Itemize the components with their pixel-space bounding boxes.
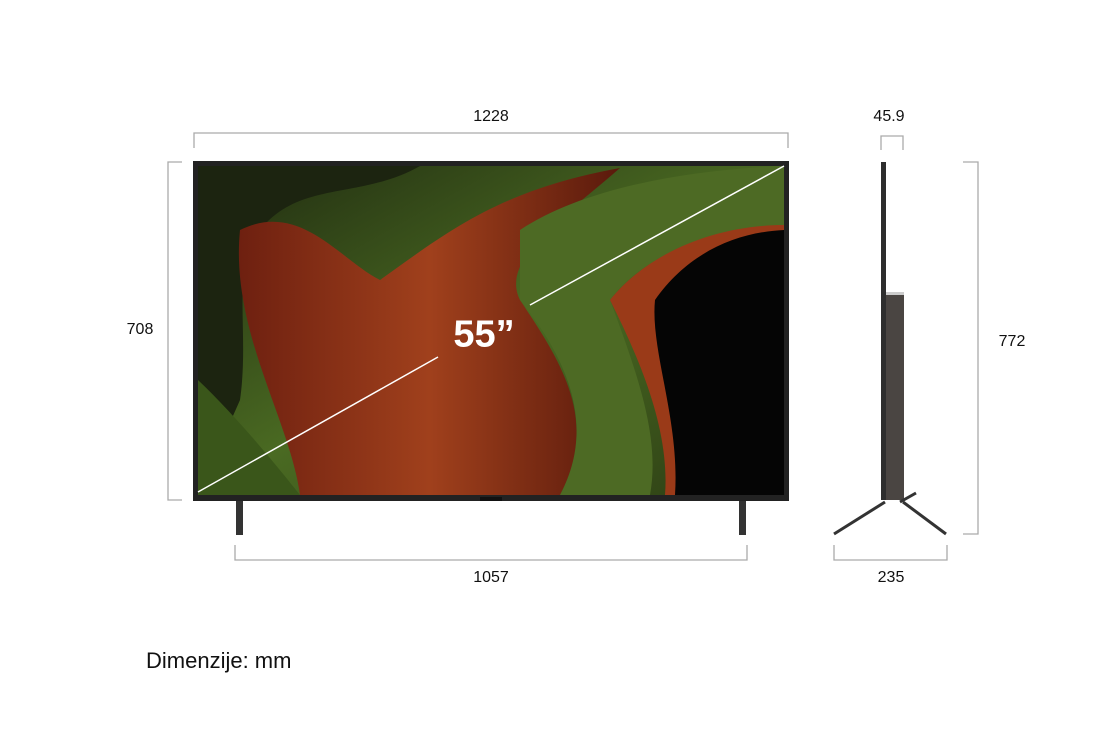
total-height-bracket: [963, 161, 979, 535]
diagonal-label: 55”: [453, 313, 515, 356]
height-label: 708: [126, 321, 154, 338]
diagonal-line: [197, 356, 439, 493]
tv-side-view: [833, 162, 947, 536]
stand-depth-label: 235: [877, 569, 905, 586]
dimension-brackets: [167, 132, 979, 561]
depth-bracket: [880, 135, 904, 150]
depth-label: 45.9: [873, 108, 905, 125]
right-leg: [739, 498, 746, 535]
stand-span-bracket: [234, 545, 748, 561]
left-leg: [236, 498, 243, 535]
height-bracket: [167, 161, 182, 501]
stand-span-label: 1057: [473, 569, 509, 586]
tv-screen: [198, 166, 784, 495]
width-bracket: [193, 132, 789, 148]
units-note: Dimenzije: mm: [146, 648, 292, 673]
total-height-label: 772: [998, 333, 1026, 350]
tv-front-view: [193, 161, 789, 535]
stand-depth-bracket: [833, 545, 948, 561]
width-label: 1228: [473, 108, 509, 125]
